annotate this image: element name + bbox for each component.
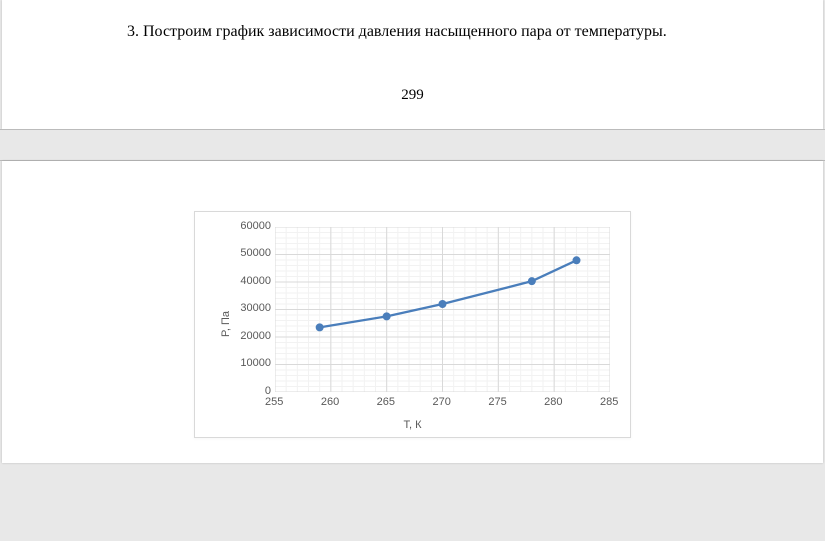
chart-data-point <box>528 277 536 285</box>
chart-data-point <box>573 256 581 264</box>
chart-x-tick-label: 285 <box>600 396 618 408</box>
chart-data-point <box>316 323 324 331</box>
page-top: 3. Построим график зависимости давления … <box>2 0 823 129</box>
chart-x-tick-label: 265 <box>377 396 395 408</box>
chart-y-tick-label: 60000 <box>240 220 271 232</box>
chart-x-tick-label: 270 <box>433 396 451 408</box>
vapor-pressure-chart: P, Па Т, К 01000020000300004000050000600… <box>194 211 631 438</box>
chart-y-axis-label: P, Па <box>220 311 232 337</box>
chart-data-point <box>439 300 447 308</box>
chart-x-tick-label: 260 <box>321 396 339 408</box>
paragraph-3: 3. Построим график зависимости давления … <box>87 20 738 45</box>
chart-y-tick-label: 10000 <box>240 357 271 369</box>
chart-series-line <box>320 260 577 327</box>
chart-y-tick-label: 30000 <box>240 302 271 314</box>
chart-svg <box>275 227 610 392</box>
chart-x-tick-label: 275 <box>488 396 506 408</box>
chart-y-tick-label: 20000 <box>240 330 271 342</box>
page-gap <box>0 129 825 161</box>
chart-y-tick-label: 40000 <box>240 275 271 287</box>
chart-plot-area <box>275 227 610 392</box>
chart-x-axis-label: Т, К <box>195 419 630 431</box>
chart-x-tick-label: 280 <box>544 396 562 408</box>
chart-x-tick-label: 255 <box>265 396 283 408</box>
page-bottom: P, Па Т, К 01000020000300004000050000600… <box>2 161 823 463</box>
chart-y-tick-label: 50000 <box>240 247 271 259</box>
chart-data-point <box>383 312 391 320</box>
page-number: 299 <box>87 87 738 104</box>
